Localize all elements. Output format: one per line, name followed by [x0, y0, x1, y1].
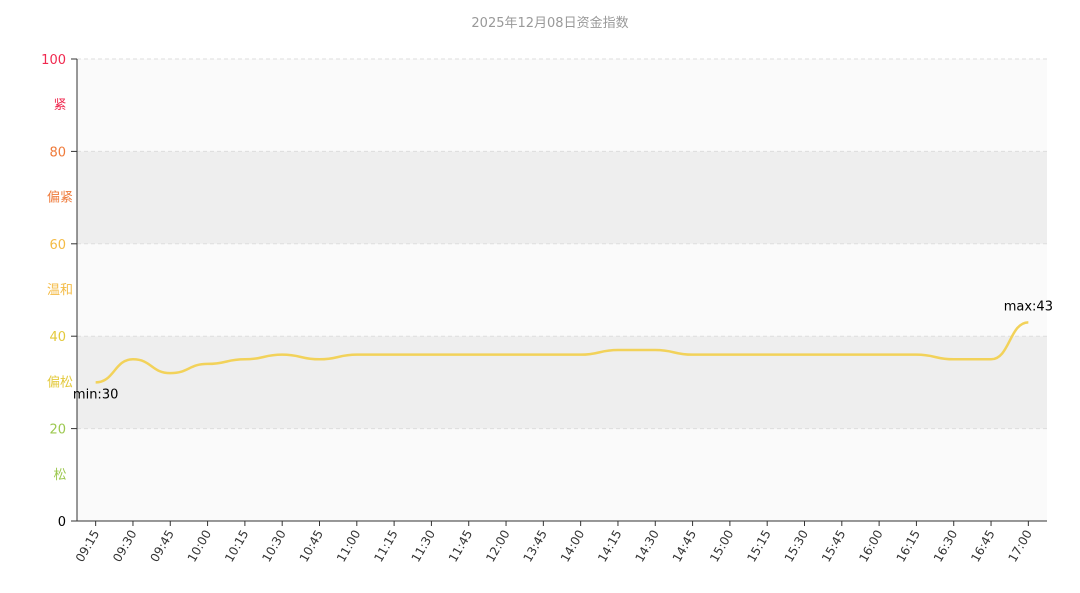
x-tick-label: 16:30 — [931, 528, 960, 565]
x-tick-label: 09:45 — [147, 528, 176, 565]
x-tick-label: 10:45 — [297, 528, 326, 565]
y-tick-label: 20 — [49, 423, 66, 438]
x-tick-label: 15:45 — [819, 528, 848, 565]
zone-label: 偏紧 — [47, 191, 73, 206]
x-tick-label: 15:15 — [744, 528, 773, 565]
zone-label: 紧 — [53, 98, 66, 113]
x-tick-label: 11:00 — [334, 528, 363, 565]
y-tick-label: 80 — [49, 145, 66, 160]
x-tick-label: 10:00 — [185, 528, 214, 565]
x-tick-label: 12:00 — [483, 528, 512, 565]
x-tick-label: 09:15 — [73, 528, 102, 565]
x-tick-label: 15:30 — [782, 528, 811, 565]
value-label: max:43 — [1004, 299, 1053, 314]
chart-title: 2025年12月08日资金指数 — [471, 15, 628, 31]
x-tick-label: 16:00 — [856, 528, 885, 565]
x-tick-label: 16:15 — [894, 528, 923, 565]
y-tick-label: 60 — [49, 238, 66, 253]
x-tick-label: 17:00 — [1006, 528, 1035, 565]
x-tick-label: 16:45 — [968, 528, 997, 565]
zone-band — [77, 151, 1047, 244]
line-series — [95, 321, 1029, 384]
x-tick-label: 11:30 — [409, 528, 438, 565]
zone-band — [77, 59, 1047, 152]
x-tick-label: 10:15 — [222, 528, 251, 565]
x-tick-label: 14:45 — [670, 528, 699, 565]
zone-label: 偏松 — [47, 375, 73, 390]
x-tick-label: 11:15 — [371, 528, 400, 565]
x-tick-label: 15:00 — [707, 528, 736, 565]
zone-band — [77, 243, 1047, 337]
x-tick-label: 13:45 — [521, 528, 550, 565]
value-label: min:30 — [73, 387, 118, 402]
x-tick-label: 10:30 — [259, 528, 288, 565]
zone-band — [77, 428, 1047, 521]
zone-band — [77, 336, 1047, 429]
x-tick-label: 14:00 — [558, 528, 587, 565]
y-tick-label: 40 — [49, 330, 66, 345]
zone-label: 松 — [53, 468, 66, 483]
x-tick-label: 14:15 — [595, 528, 624, 565]
zone-label: 温和 — [47, 283, 73, 298]
x-tick-label: 11:45 — [446, 528, 475, 565]
x-tick-label: 09:30 — [110, 528, 139, 565]
x-tick-label: 14:30 — [632, 528, 661, 565]
y-tick-label: 0 — [58, 515, 66, 530]
y-tick-label: 100 — [41, 53, 66, 68]
